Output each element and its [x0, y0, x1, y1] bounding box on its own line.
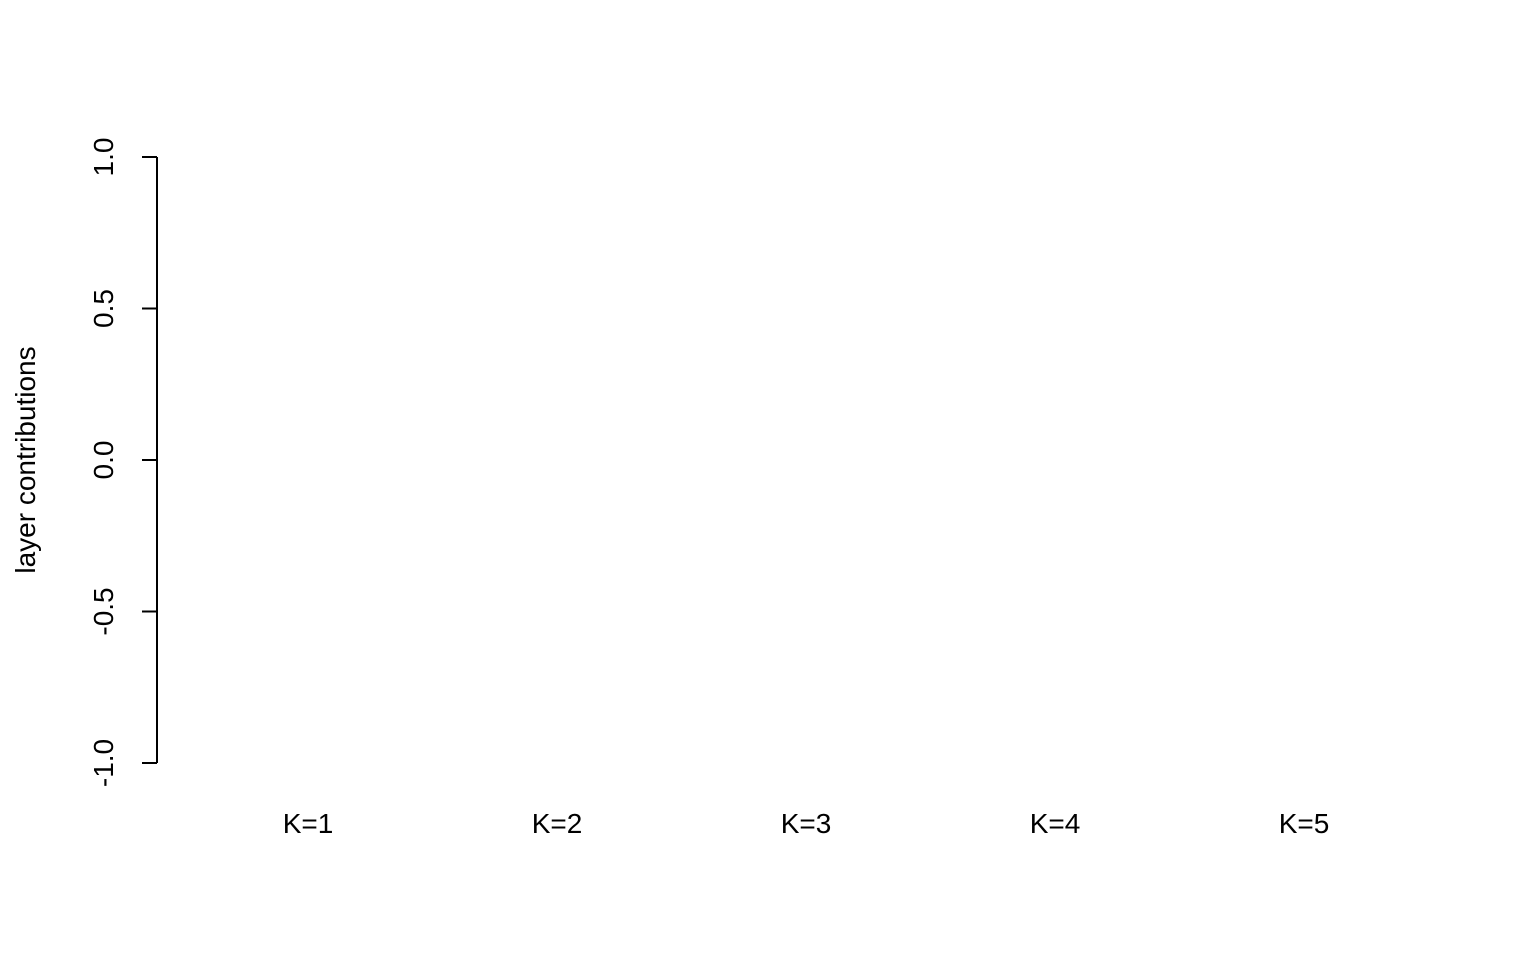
x-axis-categories: K=1 K=2 K=3 K=4 K=5: [283, 808, 1330, 839]
x-category-label: K=4: [1030, 808, 1081, 839]
y-tick-label: -0.5: [88, 587, 119, 635]
x-category-label: K=5: [1279, 808, 1330, 839]
x-category-label: K=2: [532, 808, 583, 839]
x-category-label: K=3: [781, 808, 832, 839]
y-tick-label: 0.0: [88, 441, 119, 480]
y-tick-label: -1.0: [88, 739, 119, 787]
y-tick-label: 1.0: [88, 138, 119, 177]
y-tick-label: 0.5: [88, 289, 119, 328]
x-category-label: K=1: [283, 808, 334, 839]
y-axis-ticks: -1.0 -0.5 0.0 0.5 1.0: [88, 138, 157, 787]
y-axis-title: layer contributions: [10, 346, 41, 573]
